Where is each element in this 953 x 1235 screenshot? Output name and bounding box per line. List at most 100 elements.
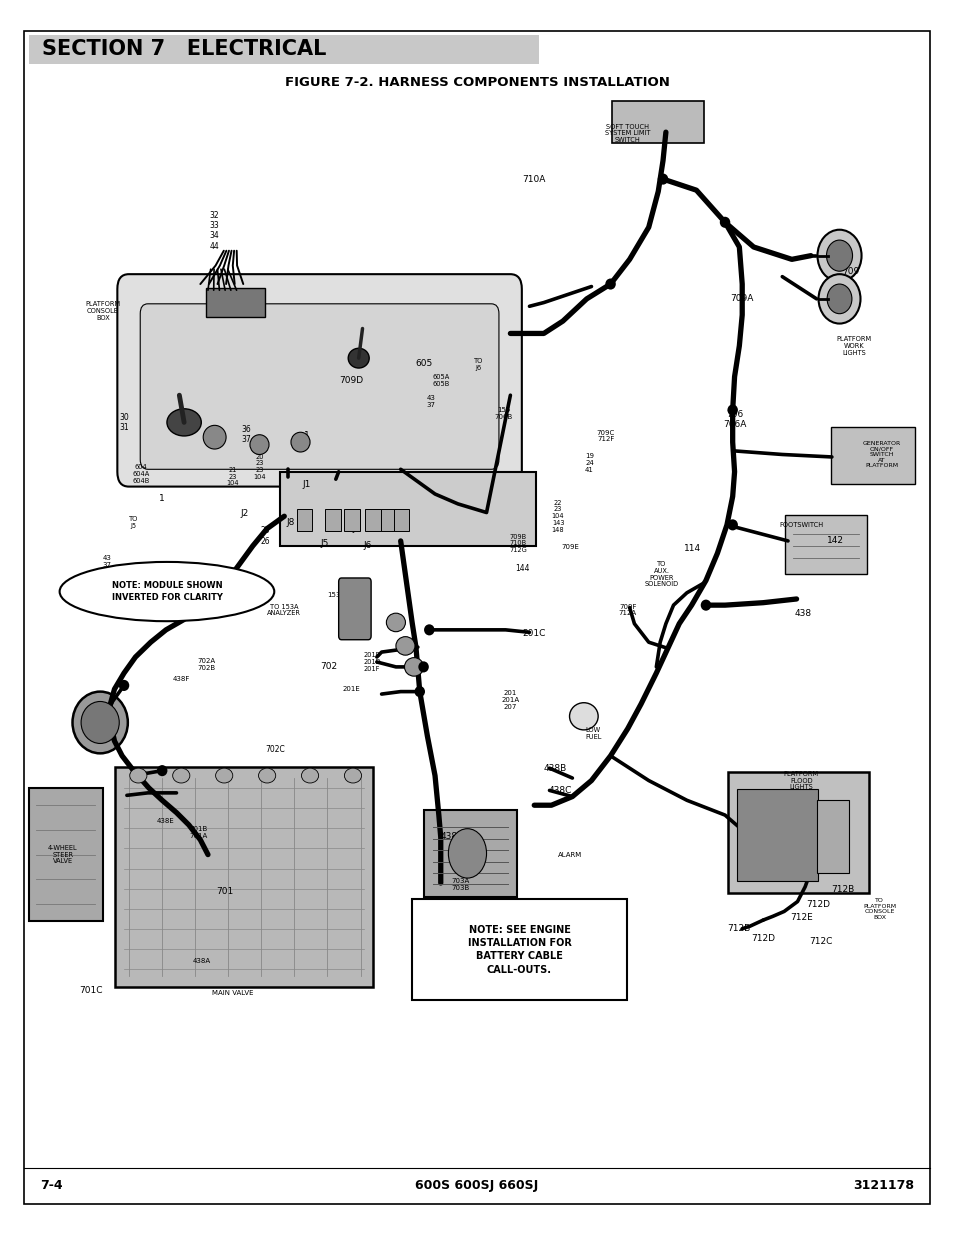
Text: 153: 153 — [327, 593, 340, 598]
Text: 147
146: 147 146 — [336, 611, 350, 624]
Ellipse shape — [119, 679, 130, 692]
Ellipse shape — [156, 764, 167, 777]
Ellipse shape — [657, 174, 667, 184]
Text: 605A
605B: 605A 605B — [432, 374, 449, 387]
Ellipse shape — [417, 662, 429, 672]
Text: 438F: 438F — [172, 677, 190, 682]
Text: 702: 702 — [320, 662, 337, 672]
Ellipse shape — [59, 562, 274, 621]
Text: ALARM: ALARM — [558, 852, 582, 857]
Text: 32
33
34
44: 32 33 34 44 — [210, 211, 219, 251]
Ellipse shape — [203, 425, 226, 450]
FancyBboxPatch shape — [206, 288, 265, 317]
Ellipse shape — [301, 768, 318, 783]
Text: 703: 703 — [447, 852, 464, 862]
Bar — [344, 509, 359, 531]
Text: 709B
710B
712G: 709B 710B 712G — [509, 534, 526, 553]
Text: 712B: 712B — [830, 884, 853, 894]
Text: 1: 1 — [304, 431, 310, 441]
Text: 701: 701 — [216, 887, 233, 897]
Ellipse shape — [404, 657, 423, 677]
Text: 702C: 702C — [265, 745, 284, 755]
Ellipse shape — [726, 519, 737, 531]
Text: J5: J5 — [320, 538, 328, 548]
Text: 712D: 712D — [805, 899, 830, 909]
Text: 201C: 201C — [522, 629, 545, 638]
Text: 144: 144 — [515, 563, 530, 573]
Text: 438E: 438E — [157, 819, 174, 824]
Text: J7: J7 — [353, 524, 360, 534]
FancyBboxPatch shape — [816, 800, 848, 873]
Text: 712C: 712C — [808, 936, 831, 946]
Text: 709D: 709D — [338, 375, 363, 385]
Ellipse shape — [720, 217, 730, 228]
Text: GENERATOR
ON/OFF
SWITCH
AT
PLATFORM: GENERATOR ON/OFF SWITCH AT PLATFORM — [862, 441, 900, 468]
FancyBboxPatch shape — [338, 578, 371, 640]
Text: 709E: 709E — [561, 545, 578, 550]
Text: 701C: 701C — [79, 986, 102, 995]
Text: 3121178: 3121178 — [852, 1179, 913, 1192]
Bar — [325, 509, 340, 531]
Text: 710A: 710A — [522, 174, 545, 184]
Text: PLATFORM
CONSOLE
BOX: PLATFORM CONSOLE BOX — [86, 301, 120, 321]
Text: TO
J6: TO J6 — [474, 358, 483, 370]
Text: 36
37: 36 37 — [241, 425, 251, 445]
Text: 709: 709 — [841, 267, 859, 277]
Ellipse shape — [130, 768, 147, 783]
Ellipse shape — [395, 637, 415, 655]
Text: 22
23
104
143
148: 22 23 104 143 148 — [551, 500, 564, 532]
Text: J6: J6 — [363, 541, 371, 551]
Ellipse shape — [348, 348, 369, 368]
Text: 20
23
23
104: 20 23 23 104 — [253, 453, 266, 480]
FancyBboxPatch shape — [29, 788, 103, 921]
Text: 43
37
1
155: 43 37 1 155 — [100, 555, 113, 582]
Text: SECTION 7   ELECTRICAL: SECTION 7 ELECTRICAL — [42, 40, 326, 59]
FancyBboxPatch shape — [423, 810, 517, 897]
Ellipse shape — [250, 435, 269, 454]
Ellipse shape — [72, 692, 128, 753]
Text: 1: 1 — [159, 494, 165, 504]
Ellipse shape — [215, 768, 233, 783]
Text: 201
201A
207: 201 201A 207 — [501, 690, 518, 710]
Text: 19
24
41: 19 24 41 — [584, 453, 594, 473]
Ellipse shape — [414, 687, 424, 697]
Text: 712E: 712E — [789, 913, 812, 923]
Text: 712B: 712B — [726, 924, 749, 934]
FancyBboxPatch shape — [117, 274, 521, 487]
Text: 604
604A
604B: 604 604A 604B — [132, 464, 150, 484]
Ellipse shape — [291, 432, 310, 452]
Ellipse shape — [826, 284, 851, 314]
Text: 201B
201D
201F: 201B 201D 201F — [363, 652, 380, 672]
Ellipse shape — [605, 278, 616, 290]
Text: 43
37: 43 37 — [426, 395, 436, 408]
Text: J1: J1 — [302, 479, 310, 489]
Ellipse shape — [167, 409, 201, 436]
Text: TO 153A
ANALYZER: TO 153A ANALYZER — [267, 604, 301, 616]
Text: J2: J2 — [240, 509, 248, 519]
Text: MAIN VALVE: MAIN VALVE — [212, 990, 253, 995]
Text: 703A
703B: 703A 703B — [451, 878, 470, 890]
Text: 7-4: 7-4 — [40, 1179, 63, 1192]
FancyBboxPatch shape — [612, 101, 703, 143]
Text: FIGURE 7-2. HARNESS COMPONENTS INSTALLATION: FIGURE 7-2. HARNESS COMPONENTS INSTALLAT… — [284, 77, 669, 89]
Ellipse shape — [817, 230, 861, 282]
Text: J8: J8 — [287, 517, 294, 527]
Text: 142: 142 — [826, 536, 843, 546]
Ellipse shape — [423, 625, 435, 636]
FancyBboxPatch shape — [29, 35, 538, 64]
Ellipse shape — [700, 600, 710, 611]
Text: TO
AUX.
POWER
SOLENOID: TO AUX. POWER SOLENOID — [644, 561, 679, 588]
Text: 114: 114 — [683, 543, 700, 553]
Ellipse shape — [569, 703, 598, 730]
Text: 438C: 438C — [548, 785, 571, 795]
Ellipse shape — [344, 768, 361, 783]
FancyBboxPatch shape — [727, 772, 868, 893]
Text: FOOTSWITCH: FOOTSWITCH — [779, 522, 822, 527]
Text: 702A
702B: 702A 702B — [197, 658, 214, 671]
Text: TO
PLATFORM
CONSOLE
BOX: TO PLATFORM CONSOLE BOX — [862, 898, 895, 920]
Text: 709F
712A: 709F 712A — [618, 604, 636, 616]
Text: 201E: 201E — [342, 687, 359, 692]
Text: 709A: 709A — [730, 294, 753, 304]
Text: 155
706B: 155 706B — [494, 408, 513, 420]
Text: 438B: 438B — [440, 831, 463, 841]
